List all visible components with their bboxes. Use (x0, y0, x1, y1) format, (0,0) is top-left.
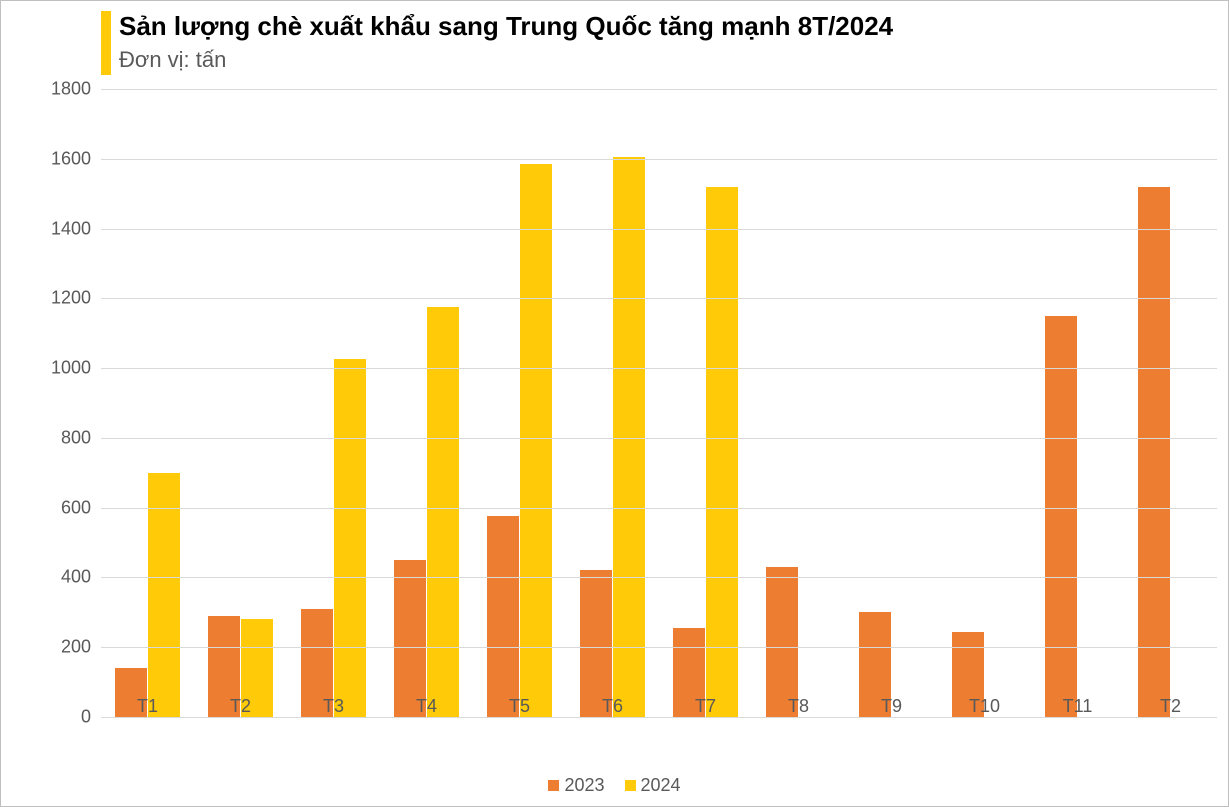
y-tick-label: 1800 (31, 79, 91, 100)
y-tick-label: 1600 (31, 148, 91, 169)
bar (1045, 316, 1078, 717)
x-tick-label: T11 (1031, 696, 1124, 717)
y-tick-label: 800 (31, 427, 91, 448)
y-tick-label: 0 (31, 707, 91, 728)
legend-swatch (625, 780, 636, 791)
bar (1138, 187, 1171, 717)
x-axis: T1T2T3T4T5T6T7T8T9T10T11T2 (101, 690, 1217, 718)
chart-frame: Sản lượng chè xuất khẩu sang Trung Quốc … (0, 0, 1229, 807)
x-tick-label: T1 (101, 696, 194, 717)
gridline (101, 647, 1217, 648)
gridline (101, 438, 1217, 439)
x-tick-label: T7 (659, 696, 752, 717)
y-tick-label: 600 (31, 497, 91, 518)
bar (334, 359, 367, 717)
y-tick-label: 1200 (31, 288, 91, 309)
x-tick-label: T3 (287, 696, 380, 717)
y-tick-label: 400 (31, 567, 91, 588)
title-accent-bar (101, 11, 111, 75)
chart-title: Sản lượng chè xuất khẩu sang Trung Quốc … (119, 11, 893, 42)
gridline (101, 89, 1217, 90)
x-tick-label: T5 (473, 696, 566, 717)
y-tick-label: 1000 (31, 358, 91, 379)
plot-area: T1T2T3T4T5T6T7T8T9T10T11T2 0200400600800… (69, 89, 1217, 717)
x-tick-label: T6 (566, 696, 659, 717)
x-tick-label: T4 (380, 696, 473, 717)
legend-label: 2024 (641, 775, 681, 795)
legend-swatch (548, 780, 559, 791)
x-tick-label: T9 (845, 696, 938, 717)
bar (706, 187, 739, 717)
x-tick-label: T8 (752, 696, 845, 717)
chart-subtitle: Đơn vị: tấn (119, 47, 226, 73)
x-tick-label: T2 (194, 696, 287, 717)
x-tick-label: T2 (1124, 696, 1217, 717)
gridline (101, 298, 1217, 299)
bars-area (101, 89, 1217, 717)
legend-label: 2023 (564, 775, 604, 795)
bar (520, 164, 553, 717)
gridline (101, 508, 1217, 509)
gridline (101, 717, 1217, 718)
legend: 2023 2024 (1, 775, 1228, 796)
bar (148, 473, 181, 717)
gridline (101, 368, 1217, 369)
gridline (101, 229, 1217, 230)
y-tick-label: 1400 (31, 218, 91, 239)
gridline (101, 159, 1217, 160)
y-tick-label: 200 (31, 637, 91, 658)
gridline (101, 577, 1217, 578)
x-tick-label: T10 (938, 696, 1031, 717)
legend-item: 2024 (625, 775, 681, 796)
bar (487, 516, 520, 717)
legend-item: 2023 (548, 775, 604, 796)
